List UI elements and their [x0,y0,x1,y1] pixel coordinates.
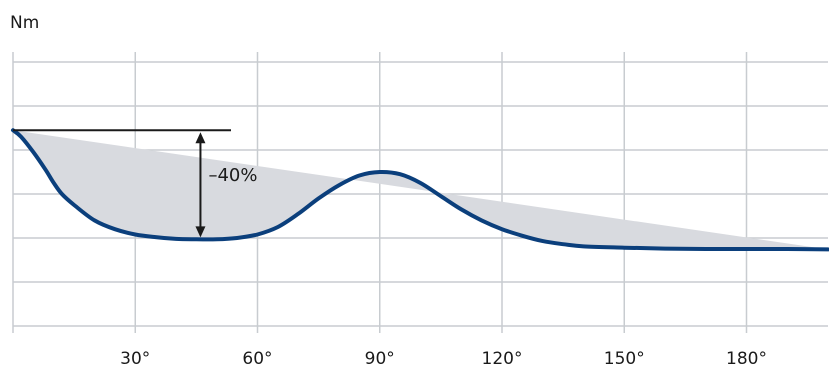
line-layer [11,128,829,252]
annotation-layer: –40% [13,129,257,238]
arrow-head-up [195,132,206,144]
x-tick-label: 180° [726,349,767,367]
x-tick-label: 120° [482,349,523,367]
x-tick-label: 90° [365,349,395,367]
reduction-area [13,130,828,250]
arrow-head-down [195,226,206,238]
percent-reduction-label: –40% [208,165,257,186]
torque-curve [11,128,829,252]
x-tick-label: 60° [242,349,272,367]
y-axis-label: Nm [10,13,39,33]
x-tick-label: 150° [604,349,645,367]
area-layer [13,130,828,250]
x-tick-label: 30° [120,349,150,367]
x-tick-labels: 30° 60° 90° 120° 150° 180° [120,349,767,367]
